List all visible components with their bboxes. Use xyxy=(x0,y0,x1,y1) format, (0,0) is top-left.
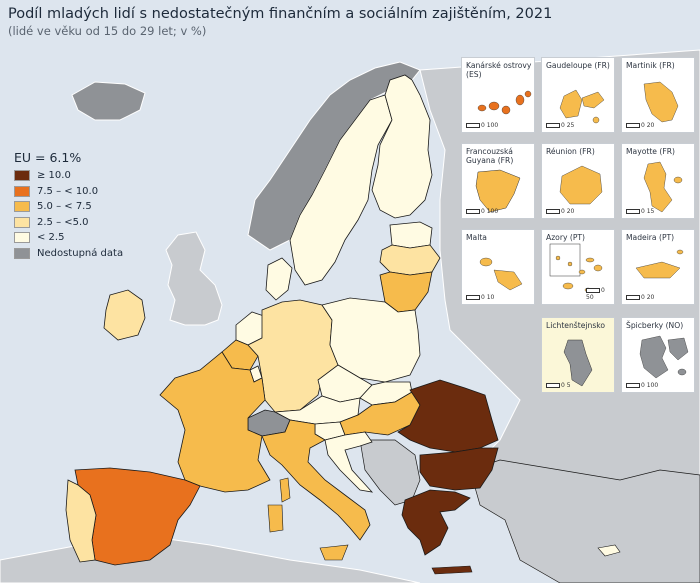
region-sicily xyxy=(319,544,349,561)
inset-shape xyxy=(635,249,684,279)
inset-label: Martinik (FR) xyxy=(626,61,675,70)
region-latvia xyxy=(379,244,441,276)
region-bulgaria xyxy=(419,447,499,491)
map-title: Podíl mladých lidí s nedostatečným finan… xyxy=(8,6,553,22)
inset-svalbard: Špicberky (NO) 0 100 xyxy=(621,317,695,393)
inset-mayotte: Mayotte (FR) 0 15 xyxy=(621,143,695,219)
region-iceland xyxy=(71,81,146,121)
legend-swatch xyxy=(14,232,30,244)
inset-shape xyxy=(559,165,603,205)
inset-canary-islands: Kanárské ostrovy (ES) 0 100 xyxy=(461,57,535,133)
uk-land xyxy=(165,231,223,326)
scale-bar: 0 5 xyxy=(546,382,571,389)
inset-martinique: Martinik (FR) 0 20 xyxy=(621,57,695,133)
legend-item: 7.5 – < 10.0 xyxy=(14,184,123,200)
legend-item: 5.0 – < 7.5 xyxy=(14,199,123,215)
region-denmark xyxy=(265,257,293,301)
title-block: Podíl mladých lidí s nedostatečným finan… xyxy=(8,5,698,39)
region-sweden xyxy=(289,94,393,286)
inset-shape xyxy=(475,169,521,213)
region-italy xyxy=(261,419,371,541)
region-poland xyxy=(321,297,421,383)
region-corsica xyxy=(279,477,291,503)
inset-shape xyxy=(563,339,593,387)
inset-azores: Azory (PT) 0 50 xyxy=(541,229,615,305)
inset-label: Gaudeloupe (FR) xyxy=(546,61,610,70)
inset-madeira: Madeira (PT) 0 20 xyxy=(621,229,695,305)
map-subtitle: (lidé ve věku od 15 do 29 let; v %) xyxy=(8,24,207,38)
legend-label: Nedostupná data xyxy=(37,247,124,259)
region-france xyxy=(159,351,271,493)
inset-shape xyxy=(639,335,689,379)
legend-item: Nedostupná data xyxy=(14,246,123,262)
region-sardinia xyxy=(267,504,284,533)
inset-label: Madeira (PT) xyxy=(626,233,675,242)
region-germany xyxy=(247,299,339,413)
region-crete xyxy=(431,565,473,575)
legend-label: 2.5 – <5.0 xyxy=(37,216,89,228)
scale-bar: 0 20 xyxy=(626,294,654,301)
inset-shape xyxy=(479,257,523,291)
inset-shape xyxy=(643,161,683,213)
scale-bar: 0 25 xyxy=(546,122,574,129)
scale-bar: 0 50 xyxy=(586,287,605,301)
inset-guadeloupe: Gaudeloupe (FR) 0 25 xyxy=(541,57,615,133)
legend-swatch xyxy=(14,247,30,259)
legend-title: EU = 6.1% xyxy=(14,150,82,165)
region-portugal xyxy=(65,479,97,563)
legend-swatch xyxy=(14,216,30,228)
scale-bar: 0 20 xyxy=(546,208,574,215)
region-estonia xyxy=(389,221,433,249)
scale-bar: 0 20 xyxy=(626,122,654,129)
scale-bar: 0 100 xyxy=(626,382,658,389)
inset-label: Špicberky (NO) xyxy=(626,321,684,330)
legend-item: < 2.5 xyxy=(14,230,123,246)
inset-label: Lichtenštejnsko xyxy=(546,321,606,330)
inset-label: Réunion (FR) xyxy=(546,147,595,156)
inset-label: Azory (PT) xyxy=(546,233,585,242)
region-ireland xyxy=(103,289,146,341)
inset-french-guiana: Francouzská Guyana (FR) 0 100 xyxy=(461,143,535,219)
turkey xyxy=(469,459,700,583)
legend-swatch xyxy=(14,185,30,197)
inset-grid: Kanárské ostrovy (ES) 0 100 Gaudeloupe (… xyxy=(458,54,700,402)
inset-label: Malta xyxy=(466,233,487,242)
inset-label: Kanárské ostrovy (ES) xyxy=(466,61,532,79)
scale-bar: 0 10 xyxy=(466,294,494,301)
inset-label: Francouzská Guyana (FR) xyxy=(466,147,514,165)
inset-liechtenstein: Lichtenštejnsko 0 5 xyxy=(541,317,615,393)
legend-swatch xyxy=(14,201,30,213)
inset-reunion: Réunion (FR) 0 20 xyxy=(541,143,615,219)
legend-item: ≥ 10.0 xyxy=(14,168,123,184)
region-greece xyxy=(401,489,471,556)
inset-shape xyxy=(477,90,532,115)
inset-malta: Malta 0 10 xyxy=(461,229,535,305)
legend-swatch xyxy=(14,170,30,182)
legend: EU = 6.1% ≥ 10.0 7.5 – < 10.0 5.0 – < 7.… xyxy=(14,150,123,261)
legend-label: 5.0 – < 7.5 xyxy=(37,201,92,213)
region-finland xyxy=(371,74,433,219)
inset-shape xyxy=(559,89,605,124)
region-cyprus xyxy=(597,544,621,557)
legend-label: 7.5 – < 10.0 xyxy=(37,185,99,197)
inset-shape xyxy=(549,243,603,293)
legend-label: < 2.5 xyxy=(37,232,65,244)
inset-shape xyxy=(643,81,679,123)
legend-label: ≥ 10.0 xyxy=(37,170,71,182)
region-croatia xyxy=(324,431,374,493)
inset-label: Mayotte (FR) xyxy=(626,147,675,156)
scale-bar: 0 100 xyxy=(466,122,498,129)
scale-bar: 0 15 xyxy=(626,208,654,215)
scale-bar: 0 100 xyxy=(466,208,498,215)
legend-item: 2.5 – <5.0 xyxy=(14,215,123,231)
